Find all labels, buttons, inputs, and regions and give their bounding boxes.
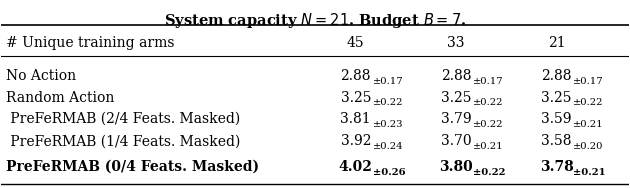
Text: ±0.22: ±0.22 bbox=[373, 98, 403, 107]
Text: ±0.21: ±0.21 bbox=[573, 120, 604, 129]
Text: 2.88: 2.88 bbox=[441, 69, 471, 83]
Text: 3.58: 3.58 bbox=[541, 134, 572, 148]
Text: 3.25: 3.25 bbox=[441, 91, 471, 105]
Text: # Unique training arms: # Unique training arms bbox=[6, 36, 175, 50]
Text: 3.78: 3.78 bbox=[540, 160, 573, 174]
Text: 2.88: 2.88 bbox=[341, 69, 371, 83]
Text: 4.02: 4.02 bbox=[339, 160, 373, 174]
Text: 3.81: 3.81 bbox=[340, 112, 371, 126]
Text: ±0.22: ±0.22 bbox=[573, 98, 604, 107]
Text: System capacity $N = 21$. Budget $B = 7$.: System capacity $N = 21$. Budget $B = 7$… bbox=[164, 11, 466, 30]
Text: ±0.23: ±0.23 bbox=[373, 120, 403, 129]
Text: ±0.26: ±0.26 bbox=[373, 168, 405, 177]
Text: 3.80: 3.80 bbox=[439, 160, 473, 174]
Text: 3.59: 3.59 bbox=[541, 112, 572, 126]
Text: 2.88: 2.88 bbox=[541, 69, 572, 83]
Text: PreFeRMAB (2/4 Feats. Masked): PreFeRMAB (2/4 Feats. Masked) bbox=[6, 112, 241, 126]
Text: 3.25: 3.25 bbox=[341, 91, 371, 105]
Text: ±0.22: ±0.22 bbox=[473, 168, 505, 177]
Text: 21: 21 bbox=[547, 36, 565, 50]
Text: 45: 45 bbox=[347, 36, 365, 50]
Text: ±0.17: ±0.17 bbox=[573, 77, 604, 86]
Text: ±0.24: ±0.24 bbox=[373, 142, 403, 151]
Text: 3.92: 3.92 bbox=[341, 134, 371, 148]
Text: 3.70: 3.70 bbox=[441, 134, 471, 148]
Text: ±0.21: ±0.21 bbox=[573, 168, 606, 177]
Text: 3.25: 3.25 bbox=[541, 91, 572, 105]
Text: 3.79: 3.79 bbox=[441, 112, 471, 126]
Text: ±0.21: ±0.21 bbox=[473, 142, 504, 151]
Text: ±0.17: ±0.17 bbox=[473, 77, 504, 86]
Text: ±0.20: ±0.20 bbox=[573, 142, 604, 151]
Text: 33: 33 bbox=[447, 36, 465, 50]
Text: PreFeRMAB (0/4 Feats. Masked): PreFeRMAB (0/4 Feats. Masked) bbox=[6, 160, 260, 174]
Text: PreFeRMAB (1/4 Feats. Masked): PreFeRMAB (1/4 Feats. Masked) bbox=[6, 134, 241, 148]
Text: ±0.22: ±0.22 bbox=[473, 120, 503, 129]
Text: Random Action: Random Action bbox=[6, 91, 115, 105]
Text: No Action: No Action bbox=[6, 69, 76, 83]
Text: ±0.22: ±0.22 bbox=[473, 98, 503, 107]
Text: ±0.17: ±0.17 bbox=[373, 77, 403, 86]
